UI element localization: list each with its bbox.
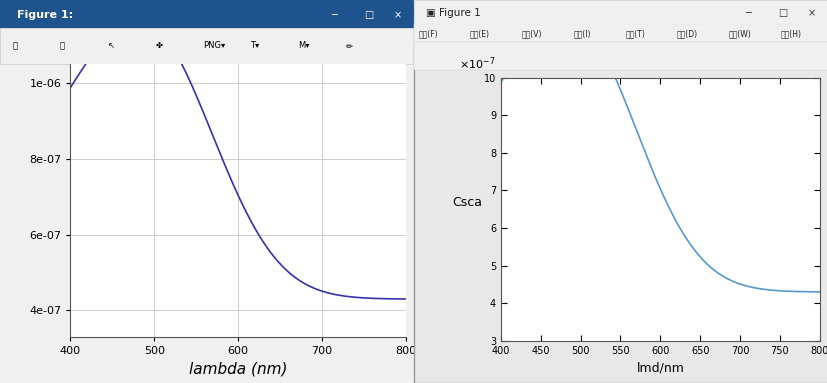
- Text: ▣ Figure 1: ▣ Figure 1: [426, 8, 480, 18]
- Text: PNG▾: PNG▾: [203, 41, 225, 51]
- Text: 编辑(E): 编辑(E): [470, 29, 490, 38]
- Text: 文件(F): 文件(F): [418, 29, 437, 38]
- Y-axis label: Csca: Csca: [452, 196, 481, 209]
- X-axis label: lmd/nm: lmd/nm: [636, 361, 683, 374]
- Text: □: □: [364, 10, 373, 20]
- Text: ×: ×: [393, 10, 401, 20]
- Text: ✋: ✋: [60, 41, 65, 51]
- Text: Figure 1:: Figure 1:: [17, 10, 73, 20]
- Text: ✏: ✏: [346, 41, 352, 51]
- Text: 工具(T): 工具(T): [624, 29, 644, 38]
- Text: 桌面(D): 桌面(D): [676, 29, 697, 38]
- Text: ↖: ↖: [108, 41, 114, 51]
- Text: T▾: T▾: [251, 41, 260, 51]
- Text: ─: ─: [744, 8, 750, 18]
- Text: 窗口(W): 窗口(W): [728, 29, 750, 38]
- Text: ✤: ✤: [155, 41, 162, 51]
- Text: 帮助(H): 帮助(H): [779, 29, 801, 38]
- Text: ─: ─: [331, 10, 337, 20]
- X-axis label: lambda (nm): lambda (nm): [189, 362, 287, 376]
- Text: 🔍: 🔍: [12, 41, 17, 51]
- Text: □: □: [777, 8, 786, 18]
- Text: M▾: M▾: [298, 41, 309, 51]
- Text: ×: ×: [806, 8, 815, 18]
- Text: 插入(I): 插入(I): [572, 29, 590, 38]
- Text: $\times10^{-7}$: $\times10^{-7}$: [459, 56, 495, 72]
- Text: 查看(V): 查看(V): [521, 29, 542, 38]
